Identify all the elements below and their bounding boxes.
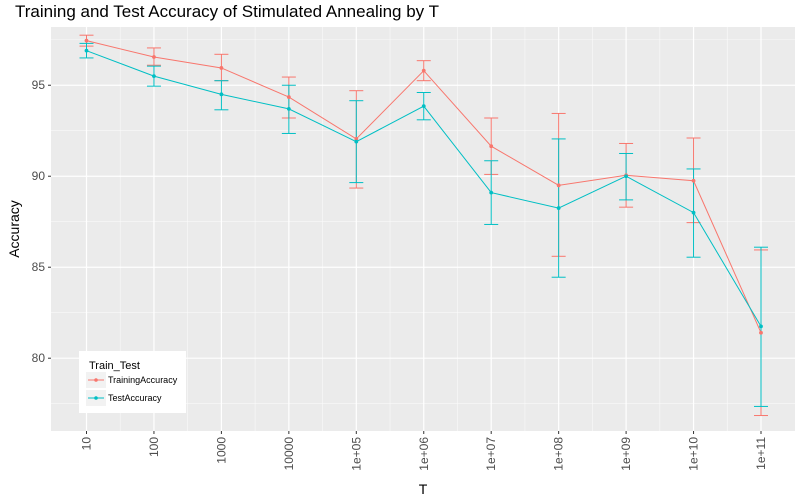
x-tick-label: 1e+06 [417, 437, 431, 471]
data-point-training [84, 38, 89, 43]
x-tick-label: 1e+05 [349, 437, 363, 471]
data-point-test [84, 48, 89, 53]
point-layer [84, 38, 763, 335]
x-tick-label: 1e+09 [619, 437, 633, 471]
x-tick-label: 10000 [282, 437, 296, 471]
x-tick-label: 100 [147, 437, 161, 457]
data-point-test [152, 74, 156, 79]
legend: Train_Test TrainingAccuracy TestAccuracy [79, 351, 186, 413]
axis-layer: 80 85 90 95 10 100 1000 10000 1e+05 1e+06 1e+07 1e+… [32, 78, 768, 470]
legend-key-point-test [94, 396, 98, 400]
x-tick-label: 1e+08 [552, 437, 566, 471]
x-tick-label: 1e+07 [484, 437, 498, 471]
y-tick-label: 90 [32, 169, 46, 183]
y-tick-label: 80 [32, 351, 46, 365]
data-point-test [421, 104, 426, 109]
data-point-test [219, 92, 224, 97]
data-point-test [556, 206, 561, 210]
data-point-test [624, 174, 628, 179]
legend-key-point-training [94, 378, 98, 382]
y-tick-label: 85 [32, 260, 46, 274]
x-axis-title: T [419, 481, 428, 497]
data-point-test [691, 210, 696, 215]
data-point-test [489, 190, 494, 195]
data-point-training [489, 144, 494, 149]
data-point-training [556, 183, 561, 188]
legend-title: Train_Test [89, 360, 140, 372]
data-point-test [759, 324, 763, 329]
data-point-training [759, 330, 763, 335]
chart-title: Training and Test Accuracy of Stimulated… [15, 2, 439, 21]
data-point-test [354, 139, 359, 144]
legend-label-test: TestAccuracy [108, 393, 162, 403]
x-tick-label: 1000 [214, 437, 228, 464]
x-tick-label: 10 [80, 437, 94, 451]
data-point-training [421, 68, 426, 73]
x-tick-label: 1e+11 [754, 437, 768, 470]
data-point-training [286, 95, 291, 99]
data-point-training [691, 178, 696, 183]
data-point-test [286, 106, 291, 111]
data-point-training [152, 55, 156, 59]
data-point-training [219, 66, 224, 70]
legend-label-training: TrainingAccuracy [108, 375, 178, 385]
x-tick-label: 1e+10 [687, 437, 701, 471]
y-axis-title: Accuracy [6, 200, 22, 258]
data-point-training [354, 137, 359, 141]
y-tick-label: 95 [32, 78, 46, 92]
